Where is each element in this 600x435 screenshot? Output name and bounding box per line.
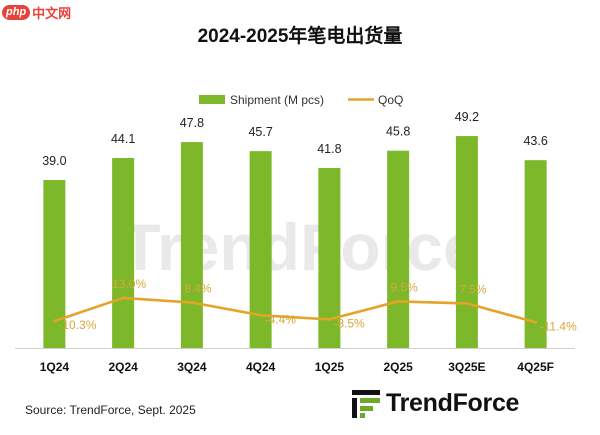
site-logo: php 中文网 — [2, 3, 71, 22]
bar-value-label-2q25: 45.8 — [386, 125, 410, 139]
qoq-label-1q25: -8.5% — [333, 316, 365, 330]
bar-value-label-1q25: 41.8 — [317, 142, 341, 156]
bar-value-label-4q24: 45.7 — [248, 125, 272, 139]
x-tick-label-2q25: 2Q25 — [383, 360, 413, 374]
qoq-point-2q24 — [121, 296, 125, 300]
trendforce-logo-icon — [352, 389, 380, 418]
qoq-label-3q25e: 7.5% — [459, 282, 487, 296]
qoq-point-4q25f — [534, 320, 538, 324]
qoq-point-1q25 — [327, 317, 331, 321]
qoq-label-2q24: 13.0% — [112, 277, 146, 291]
x-tick-label-3q25e: 3Q25E — [448, 360, 485, 374]
x-tick-label-4q24: 4Q24 — [246, 360, 276, 374]
x-tick-label-1q25: 1Q25 — [315, 360, 345, 374]
legend-qoq-label: QoQ — [378, 93, 403, 107]
legend: Shipment (M pcs) QoQ — [199, 93, 403, 107]
x-tick-label-2q24: 2Q24 — [108, 360, 138, 374]
qoq-label-4q24: -4.4% — [265, 312, 297, 326]
qoq-label-2q25: 9.5% — [390, 280, 418, 294]
bar-value-label-2q24: 44.1 — [111, 132, 135, 146]
brand-name: TrendForce — [386, 389, 520, 417]
x-tick-label-4q25f: 4Q25F — [517, 360, 554, 374]
qoq-label-1q24: -10.3% — [58, 318, 96, 332]
chart-title: 2024-2025年笔电出货量 — [197, 26, 403, 47]
bar-value-label-1q24: 39.0 — [42, 154, 66, 168]
qoq-label-3q24: 8.4% — [184, 282, 212, 296]
legend-shipment-swatch — [199, 95, 225, 104]
qoq-point-1q24 — [52, 319, 56, 323]
brand-logo: TrendForce — [352, 389, 519, 418]
bar-3q24 — [180, 142, 203, 348]
qoq-label-4q25f: -11.4% — [540, 319, 577, 333]
qoq-line — [53, 296, 536, 324]
bar-3q25e — [455, 136, 478, 348]
qoq-point-4q24 — [259, 313, 263, 317]
source-note: Source: TrendForce, Sept. 2025 — [25, 403, 196, 417]
bar-value-label-3q25e: 49.2 — [455, 110, 479, 124]
bar-1q25 — [318, 167, 341, 348]
bar-value-label-3q24: 47.8 — [180, 116, 204, 130]
bar-4q25f — [524, 160, 547, 348]
bar-value-label-4q25f: 43.6 — [523, 134, 547, 148]
x-tick-label-1q24: 1Q24 — [40, 360, 70, 374]
qoq-point-3q24 — [190, 301, 194, 305]
qoq-point-3q25e — [465, 301, 469, 305]
x-tick-label-3q24: 3Q24 — [177, 360, 207, 374]
bar-1q24 — [43, 180, 66, 348]
legend-shipment-label: Shipment (M pcs) — [230, 93, 324, 107]
bar-4q24 — [249, 151, 272, 348]
site-logo-name: 中文网 — [32, 6, 72, 21]
bar-2q24 — [112, 158, 135, 348]
bar-2q25 — [387, 150, 410, 348]
site-logo-badge: php — [2, 5, 31, 20]
qoq-point-2q25 — [396, 299, 400, 303]
watermark-text: TrendForce — [120, 210, 479, 284]
